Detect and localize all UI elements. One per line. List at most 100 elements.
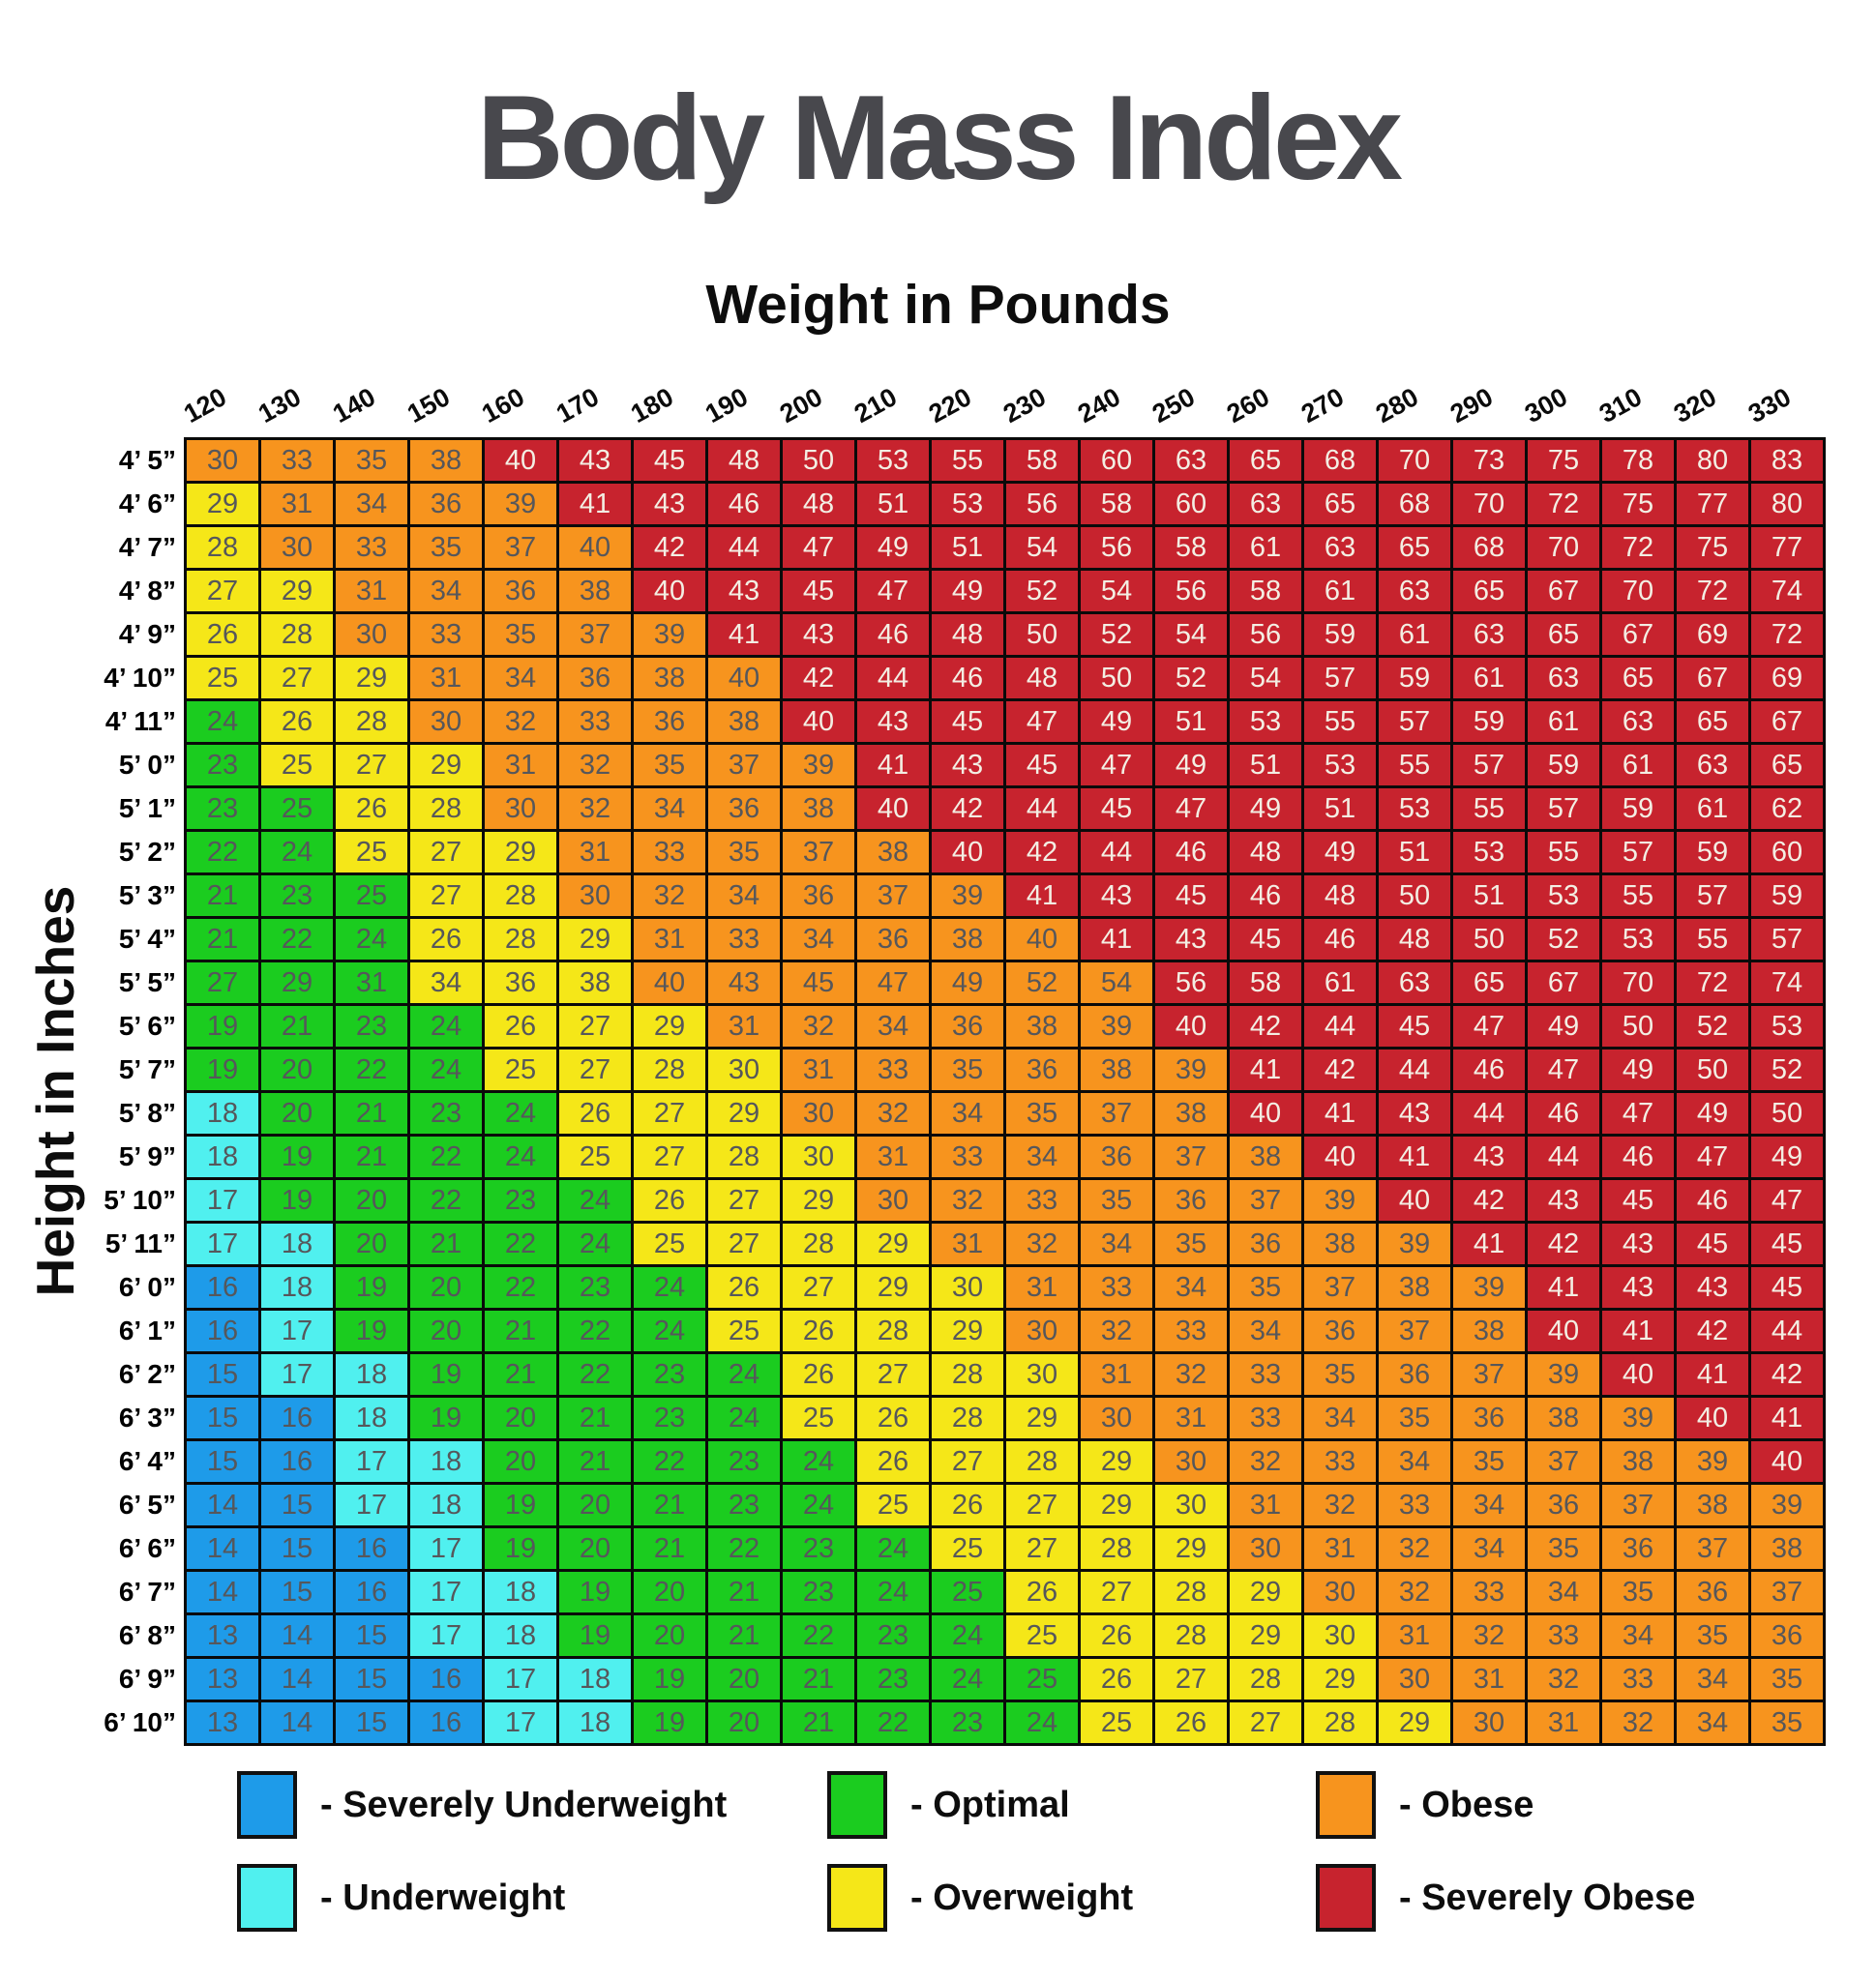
- bmi-cell: 39: [1748, 1482, 1826, 1528]
- bmi-cell: 46: [854, 611, 932, 658]
- bmi-cell: 61: [1227, 524, 1304, 571]
- bmi-cell: 45: [1376, 1003, 1453, 1050]
- weight-column-header-label: 120: [178, 382, 231, 429]
- bmi-cell: 26: [854, 1395, 932, 1441]
- bmi-cell: 17: [184, 1177, 261, 1224]
- bmi-cell: 32: [1525, 1656, 1602, 1702]
- bmi-cell: 32: [1376, 1525, 1453, 1572]
- bmi-cell: 67: [1525, 568, 1602, 614]
- bmi-cell: 21: [482, 1308, 559, 1354]
- bmi-cell: 26: [556, 1090, 634, 1137]
- bmi-cell: 72: [1599, 524, 1677, 571]
- weight-column-header-label: 200: [774, 382, 827, 429]
- bmi-cell: 45: [631, 437, 708, 484]
- bmi-cell: 29: [854, 1221, 932, 1267]
- bmi-cell: 33: [1301, 1438, 1379, 1485]
- bmi-cell: 37: [1674, 1525, 1751, 1572]
- height-row-label: 4’ 5”: [118, 445, 176, 475]
- bmi-cell: 21: [333, 1134, 410, 1180]
- bmi-cell: 44: [1003, 785, 1081, 832]
- bmi-cell: 19: [482, 1482, 559, 1528]
- bmi-cell: 27: [556, 1047, 634, 1093]
- bmi-cell: 19: [333, 1308, 410, 1354]
- bmi-cell: 63: [1152, 437, 1230, 484]
- bmi-cell: 45: [1152, 872, 1230, 919]
- bmi-cell: 27: [333, 742, 410, 788]
- weight-column-header: 300: [1520, 370, 1599, 437]
- bmi-cell: 42: [1525, 1221, 1602, 1267]
- bmi-cell: 24: [482, 1090, 559, 1137]
- weight-column-header: 310: [1594, 370, 1674, 437]
- bmi-cell: 63: [1599, 698, 1677, 745]
- bmi-cell: 41: [1301, 1090, 1379, 1137]
- bmi-cell: 24: [854, 1525, 932, 1572]
- bmi-cell: 34: [1599, 1612, 1677, 1659]
- bmi-cell: 58: [1152, 524, 1230, 571]
- bmi-cell: 58: [1003, 437, 1081, 484]
- bmi-cell: 29: [407, 742, 485, 788]
- bmi-cell: 27: [258, 655, 336, 701]
- weight-column-header: 160: [477, 370, 556, 437]
- weight-column-header-label: 290: [1444, 382, 1498, 429]
- bmi-cell: 31: [556, 829, 634, 875]
- bmi-cell: 58: [1227, 960, 1304, 1006]
- bmi-cell: 21: [705, 1612, 783, 1659]
- bmi-cell: 38: [780, 785, 857, 832]
- bmi-cell: 31: [1078, 1351, 1155, 1398]
- bmi-cell: 25: [854, 1482, 932, 1528]
- bmi-cell: 35: [1301, 1351, 1379, 1398]
- height-row-label: 5’ 0”: [118, 750, 176, 780]
- bmi-cell: 46: [1674, 1177, 1751, 1224]
- bmi-cell: 17: [482, 1656, 559, 1702]
- bmi-cell: 30: [780, 1134, 857, 1180]
- bmi-cell: 50: [1674, 1047, 1751, 1093]
- bmi-cell: 36: [1525, 1482, 1602, 1528]
- bmi-cell: 28: [184, 524, 261, 571]
- height-row-label: 4’ 7”: [118, 532, 176, 562]
- bmi-cell: 39: [1599, 1395, 1677, 1441]
- bmi-cell: 49: [1078, 698, 1155, 745]
- bmi-cell: 36: [1599, 1525, 1677, 1572]
- bmi-cell: 21: [184, 916, 261, 962]
- bmi-cell: 35: [1003, 1090, 1081, 1137]
- bmi-cell: 50: [1599, 1003, 1677, 1050]
- bmi-cell: 49: [1748, 1134, 1826, 1180]
- bmi-cell: 49: [1227, 785, 1304, 832]
- bmi-cell: 32: [631, 872, 708, 919]
- bmi-cell: 44: [1376, 1047, 1453, 1093]
- bmi-cell: 34: [1674, 1700, 1751, 1746]
- bmi-cell: 36: [407, 481, 485, 527]
- bmi-cell: 33: [929, 1134, 1006, 1180]
- bmi-cell: 50: [1748, 1090, 1826, 1137]
- bmi-cell: 26: [780, 1308, 857, 1354]
- height-row-label: 6’ 9”: [118, 1664, 176, 1694]
- bmi-cell: 33: [1078, 1264, 1155, 1311]
- bmi-cell: 28: [1301, 1700, 1379, 1746]
- bmi-cell: 18: [184, 1134, 261, 1180]
- bmi-cell: 32: [854, 1090, 932, 1137]
- weight-axis-title: Weight in Pounds: [705, 274, 1171, 336]
- bmi-cell: 23: [780, 1569, 857, 1615]
- bmi-cell: 40: [1301, 1134, 1379, 1180]
- bmi-cell: 37: [556, 611, 634, 658]
- bmi-cell: 34: [780, 916, 857, 962]
- bmi-cell: 37: [705, 742, 783, 788]
- weight-column-header-label: 310: [1593, 382, 1647, 429]
- bmi-cell: 53: [1301, 742, 1379, 788]
- table-row: 6’ 8” 13 14 15 17 18 19 20 21 22 23 24 25 26 28 29 30 31 3…: [68, 1612, 1826, 1659]
- legend-column: - Severely Underweight - Underweight: [184, 1770, 827, 1933]
- bmi-table: 120 130 140 150 160 170 180 190 200 210 220 230 240 2…: [68, 370, 1826, 1746]
- bmi-cell: 70: [1376, 437, 1453, 484]
- bmi-cell: 56: [1152, 960, 1230, 1006]
- bmi-cell: 23: [705, 1482, 783, 1528]
- bmi-cell: 16: [184, 1264, 261, 1311]
- bmi-cell: 33: [1376, 1482, 1453, 1528]
- bmi-cell: 38: [1674, 1482, 1751, 1528]
- height-row-label: 6’ 4”: [118, 1446, 176, 1476]
- bmi-cell: 70: [1450, 481, 1528, 527]
- bmi-cell: 53: [1525, 872, 1602, 919]
- bmi-cell: 74: [1748, 960, 1826, 1006]
- bmi-cell: 70: [1599, 960, 1677, 1006]
- bmi-cell: 33: [1152, 1308, 1230, 1354]
- bmi-cell: 27: [556, 1003, 634, 1050]
